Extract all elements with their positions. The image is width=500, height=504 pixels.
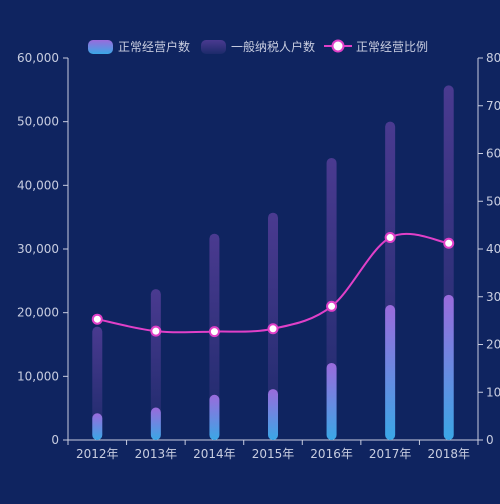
bar-series1 (209, 394, 220, 440)
x-axis-ticks: 2012年 2013年 2014年 2015年 2016年 2017年 2018年 (67, 440, 479, 461)
x-tick-label: 2015年 (252, 447, 295, 461)
x-tick-label: 2017年 (369, 447, 412, 461)
left-tick-label: 50,000 (17, 115, 59, 129)
bar-series1 (385, 305, 396, 440)
legend-label-bar1: 正常经营户数 (118, 39, 190, 54)
legend-swatch-bar1 (88, 40, 113, 54)
right-tick-label: 80 (486, 51, 500, 65)
right-tick-label: 0 (486, 433, 494, 447)
legend-swatch-bar2 (201, 40, 226, 54)
left-tick-label: 40,000 (17, 178, 59, 192)
series-line-point (208, 326, 220, 338)
x-tick-label: 2012年 (76, 447, 119, 461)
right-tick-label: 30 (486, 290, 500, 304)
x-tick-label: 2018年 (427, 447, 470, 461)
series-line-point (91, 313, 103, 325)
left-axis-ticks: 0 10,000 20,000 30,000 40,000 50,000 60,000 (17, 51, 68, 447)
left-tick-label: 30,000 (17, 242, 59, 256)
series-line-point (150, 325, 162, 337)
right-axis-ticks: 0 10 20 30 40 50 60 70 80 (478, 51, 500, 447)
legend-item-bar1[interactable]: 正常经营户数 (88, 39, 190, 54)
right-tick-label: 50 (486, 194, 500, 208)
series-line-layer (91, 232, 455, 338)
legend[interactable]: 正常经营户数 一般纳税人户数 正常经营比例 (88, 39, 428, 54)
legend-label-bar2: 一般纳税人户数 (231, 39, 315, 54)
left-tick-label: 0 (51, 433, 59, 447)
right-tick-label: 70 (486, 99, 500, 113)
bar-series1 (268, 389, 278, 440)
series-bar1-bars (92, 294, 454, 440)
right-tick-label: 20 (486, 338, 500, 352)
series-line-point (384, 232, 396, 244)
legend-label-line: 正常经营比例 (356, 40, 428, 54)
left-tick-label: 60,000 (17, 51, 59, 65)
series-line-point (443, 237, 455, 249)
x-tick-label: 2014年 (193, 447, 236, 461)
bar-series1 (326, 362, 337, 440)
right-tick-label: 60 (486, 147, 500, 161)
x-tick-label: 2013年 (135, 447, 178, 461)
legend-line-marker (331, 39, 345, 53)
left-tick-label: 20,000 (17, 306, 59, 320)
series-bar2-bars (92, 85, 454, 441)
bar-series1 (92, 413, 103, 440)
series-line-point (267, 323, 279, 335)
legend-item-line[interactable]: 正常经营比例 (324, 39, 428, 54)
right-tick-label: 40 (486, 242, 500, 256)
x-tick-label: 2016年 (310, 447, 353, 461)
bar-series2 (92, 326, 103, 440)
legend-item-bar2[interactable]: 一般纳税人户数 (201, 39, 315, 54)
right-tick-label: 10 (486, 385, 500, 399)
series-line-point (326, 300, 338, 312)
bar-series1 (443, 294, 454, 440)
bar-series1 (150, 407, 161, 440)
left-tick-label: 10,000 (17, 369, 59, 383)
